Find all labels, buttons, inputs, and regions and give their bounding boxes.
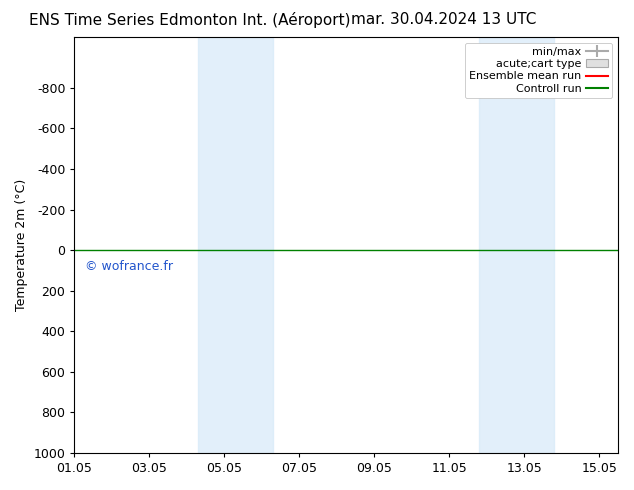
Text: mar. 30.04.2024 13 UTC: mar. 30.04.2024 13 UTC bbox=[351, 12, 536, 27]
Text: ENS Time Series Edmonton Int. (Aéroport): ENS Time Series Edmonton Int. (Aéroport) bbox=[29, 12, 351, 28]
Text: © wofrance.fr: © wofrance.fr bbox=[86, 260, 173, 272]
Y-axis label: Temperature 2m (°C): Temperature 2m (°C) bbox=[15, 179, 28, 311]
Legend: min/max, acute;cart type, Ensemble mean run, Controll run: min/max, acute;cart type, Ensemble mean … bbox=[465, 43, 612, 98]
Bar bbox=[479, 37, 554, 453]
Bar bbox=[198, 37, 273, 453]
